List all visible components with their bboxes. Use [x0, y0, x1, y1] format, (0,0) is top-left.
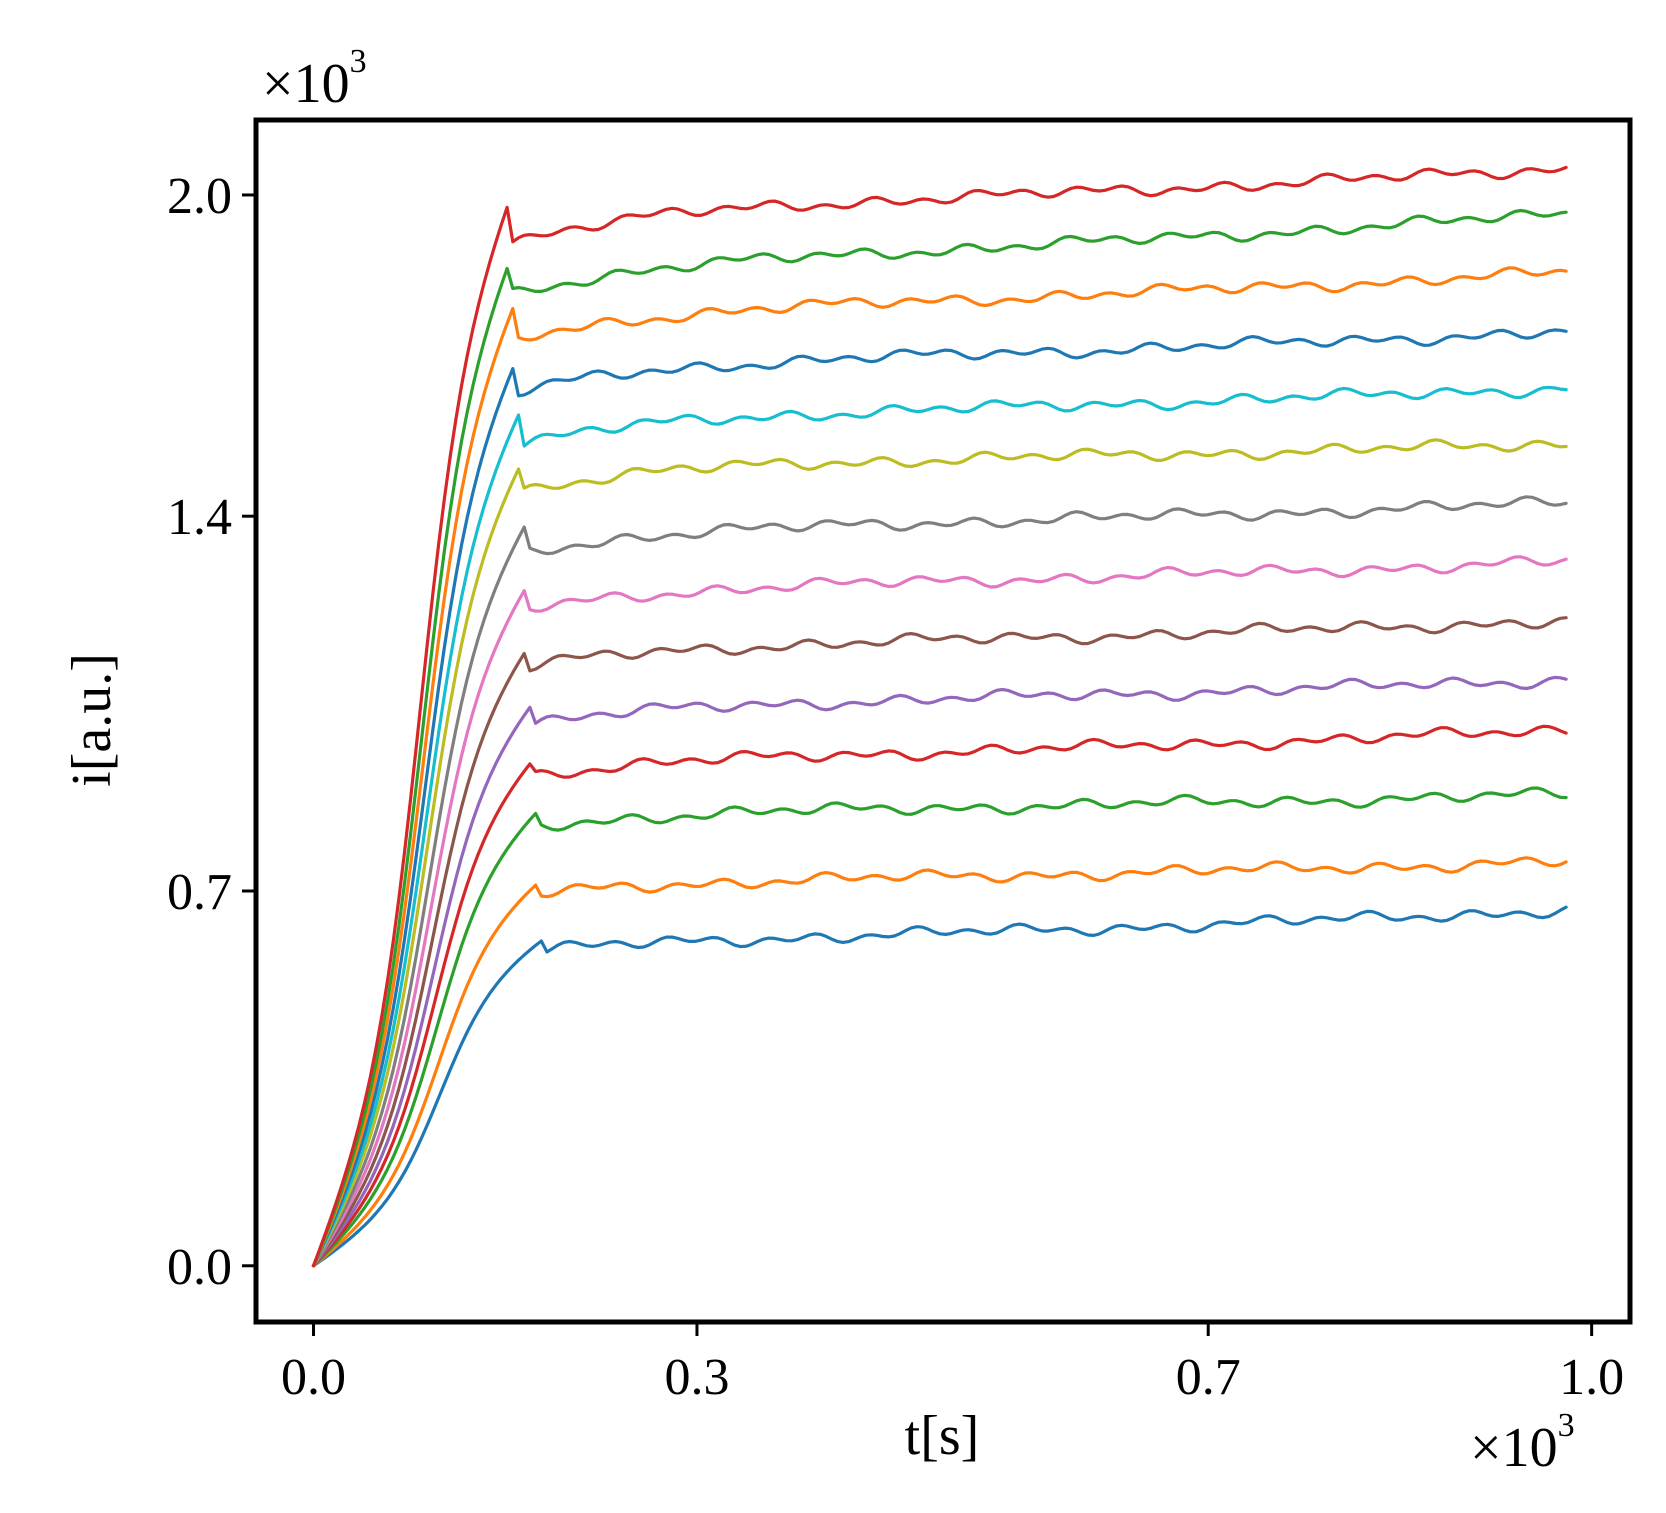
series-line-7: [311, 555, 1568, 1268]
series-line-6: [311, 616, 1568, 1268]
x-tick-label: 0.0: [281, 1349, 346, 1406]
series-layer: [311, 165, 1568, 1268]
x-axis-multiplier: ×103: [1470, 1407, 1575, 1479]
y-multiplier-exponent: 3: [350, 43, 367, 80]
series-line-13: [311, 208, 1568, 1268]
y-axis-label: i[a.u.]: [61, 653, 123, 787]
y-tick-label: 0.7: [167, 864, 232, 921]
plot-frame: [253, 117, 1633, 1325]
y-axis-multiplier: ×103: [262, 43, 367, 115]
y-multiplier-base: ×10: [262, 53, 350, 115]
series-line-12: [311, 266, 1568, 1268]
y-tick-label: 0.0: [167, 1239, 232, 1296]
series-line-4: [311, 724, 1568, 1268]
series-line-2: [311, 856, 1568, 1268]
series-line-14: [311, 165, 1568, 1268]
x-tick-label: 1.0: [1559, 1349, 1624, 1406]
series-line-8: [311, 495, 1568, 1268]
series-line-1: [311, 905, 1568, 1268]
x-multiplier-base: ×10: [1470, 1417, 1558, 1479]
x-tick-label: 0.3: [664, 1349, 729, 1406]
y-axis-ticks: 0.0 0.7 1.4 2.0: [167, 168, 256, 1296]
x-tick-label: 0.7: [1176, 1349, 1241, 1406]
series-line-11: [311, 328, 1568, 1268]
x-axis-ticks: 0.0 0.3 0.7 1.0: [281, 1322, 1624, 1406]
series-line-9: [311, 438, 1568, 1268]
series-line-10: [311, 385, 1568, 1268]
x-axis-label: t[s]: [905, 1405, 980, 1467]
series-line-5: [311, 675, 1568, 1268]
series-line-3: [311, 786, 1568, 1268]
x-multiplier-exponent: 3: [1558, 1407, 1575, 1444]
y-tick-label: 1.4: [167, 489, 232, 546]
y-tick-label: 2.0: [167, 168, 232, 225]
